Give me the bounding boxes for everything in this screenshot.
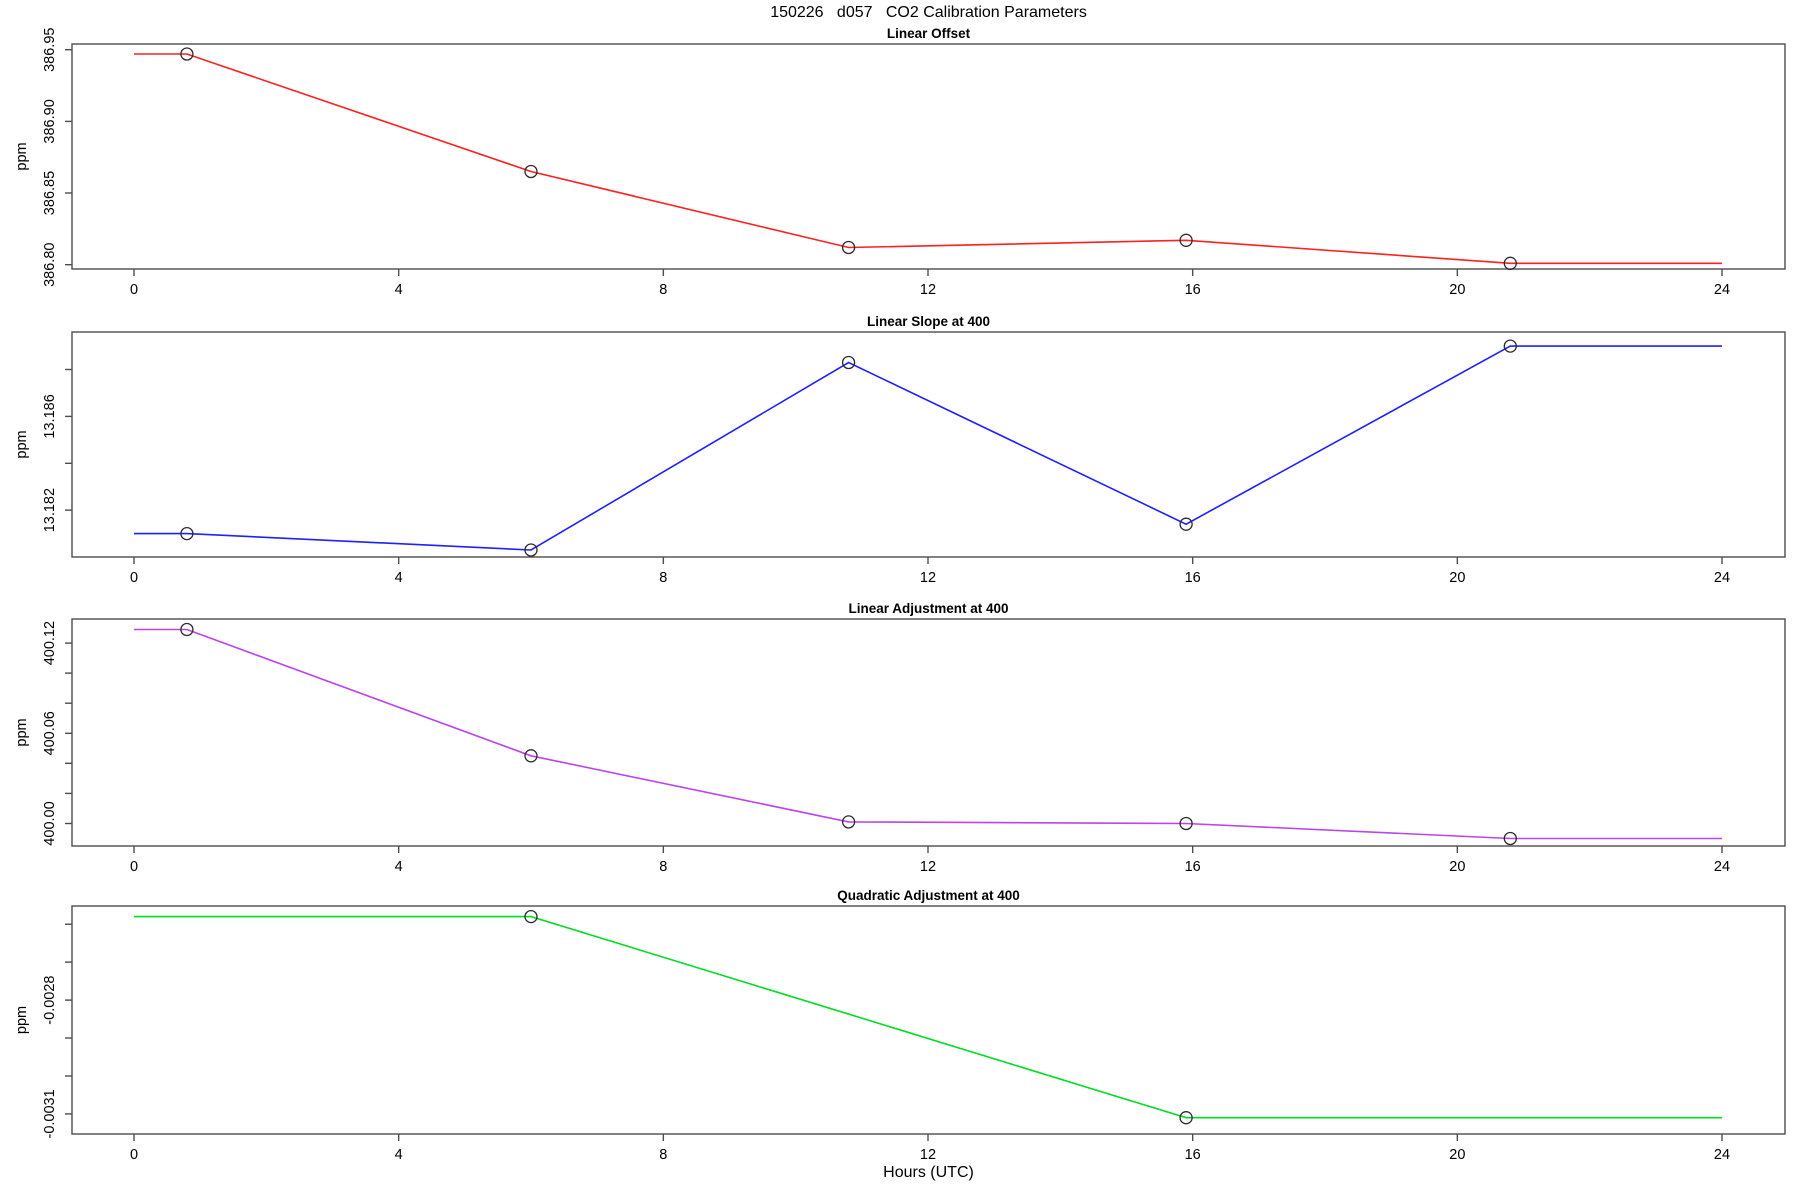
x-tick-label: 16 [1185, 282, 1201, 298]
data-point-marker [1503, 339, 1517, 353]
x-tick-label: 0 [130, 1147, 138, 1163]
x-tick-label: 16 [1185, 1147, 1201, 1163]
y-tick-label: 400.06 [42, 711, 58, 755]
panel-3: 0 4 8 12 16 20 24 -0.0031 -0.0028 ppm [14, 905, 1786, 1163]
y-tick-label: -0.0028 [42, 976, 58, 1025]
x-tick-label: 20 [1449, 570, 1465, 586]
panel-0: 0 4 8 12 16 20 24 386.80 386.85 386.90 386.95 ppm [14, 28, 1786, 298]
x-tick-label: 24 [1714, 570, 1730, 586]
y-axis-label: ppm [14, 1006, 30, 1034]
panel-title-linear-offset: Linear Offset [886, 26, 971, 41]
x-tick-label: 20 [1449, 859, 1465, 875]
x-tick-label: 8 [659, 859, 667, 875]
data-point-marker [1179, 816, 1193, 831]
x-tick-label: 4 [395, 1147, 403, 1163]
y-tick-label: 400.12 [42, 621, 58, 665]
x-tick-label: 12 [920, 282, 936, 298]
x-tick-label: 20 [1449, 282, 1465, 298]
data-line [134, 345, 1722, 551]
data-point-marker [180, 622, 194, 637]
x-tick-label: 12 [920, 1147, 936, 1163]
x-tick-label: 4 [395, 282, 403, 298]
panel-1: 0 4 8 12 16 20 24 13.182 13.186 ppm [14, 331, 1786, 586]
y-tick-label: -0.0031 [42, 1089, 58, 1138]
y-tick-label: 386.85 [42, 171, 58, 215]
y-axis-label: ppm [14, 718, 30, 746]
x-tick-label: 24 [1714, 282, 1730, 298]
x-tick-label: 24 [1714, 859, 1730, 875]
y-tick-label: 400.00 [42, 801, 58, 845]
x-tick-label: 20 [1449, 1147, 1465, 1163]
plot-border [71, 618, 1786, 847]
data-point-marker [1503, 831, 1517, 846]
data-point-marker [524, 543, 538, 557]
panel-title-linear-adjustment: Linear Adjustment at 400 [848, 601, 1009, 616]
data-point-marker [524, 749, 538, 763]
panel-title-linear-slope: Linear Slope at 400 [866, 314, 991, 329]
panel-title-quadratic-adjustment: Quadratic Adjustment at 400 [837, 888, 1020, 903]
data-point-marker [180, 526, 194, 541]
x-tick-label: 0 [130, 859, 138, 875]
data-line [134, 53, 1722, 265]
data-point-marker [1179, 1111, 1193, 1125]
y-tick-label: 386.95 [42, 28, 58, 72]
x-axis-title: Hours (UTC) [883, 1164, 974, 1181]
y-tick-label: 13.182 [42, 488, 58, 532]
x-tick-label: 8 [659, 282, 667, 298]
data-point-marker [1179, 233, 1193, 247]
x-tick-label: 16 [1185, 570, 1201, 586]
panel-2: 0 4 8 12 16 20 24 400.00 400.06 400.12 ppm [14, 618, 1786, 875]
data-line [134, 628, 1722, 840]
figure-title: 150226 d057 CO2 Calibration Parameters [770, 4, 1087, 21]
x-tick-label: 16 [1185, 859, 1201, 875]
plot-border [71, 43, 1786, 270]
x-tick-label: 12 [920, 570, 936, 586]
data-line [134, 915, 1722, 1119]
x-tick-label: 8 [659, 570, 667, 586]
x-tick-label: 0 [130, 570, 138, 586]
x-tick-label: 4 [395, 570, 403, 586]
x-tick-label: 12 [920, 859, 936, 875]
y-tick-label: 386.90 [42, 99, 58, 143]
data-point-marker [841, 815, 856, 829]
data-point-marker [1503, 256, 1517, 270]
plot-border [71, 905, 1786, 1135]
data-point-marker [524, 164, 538, 179]
y-axis-label: ppm [14, 142, 30, 170]
x-tick-label: 4 [395, 859, 403, 875]
plot-border [71, 331, 1786, 558]
data-point-marker [524, 909, 538, 924]
data-point-marker [1179, 517, 1193, 531]
data-point-marker [841, 240, 856, 255]
y-tick-label: 386.80 [42, 243, 58, 287]
y-axis-label: ppm [14, 430, 30, 458]
x-tick-label: 8 [659, 1147, 667, 1163]
data-point-marker [180, 47, 194, 61]
x-tick-label: 24 [1714, 1147, 1730, 1163]
y-tick-label: 13.186 [42, 394, 58, 438]
x-tick-label: 0 [130, 282, 138, 298]
data-point-marker [841, 355, 856, 370]
